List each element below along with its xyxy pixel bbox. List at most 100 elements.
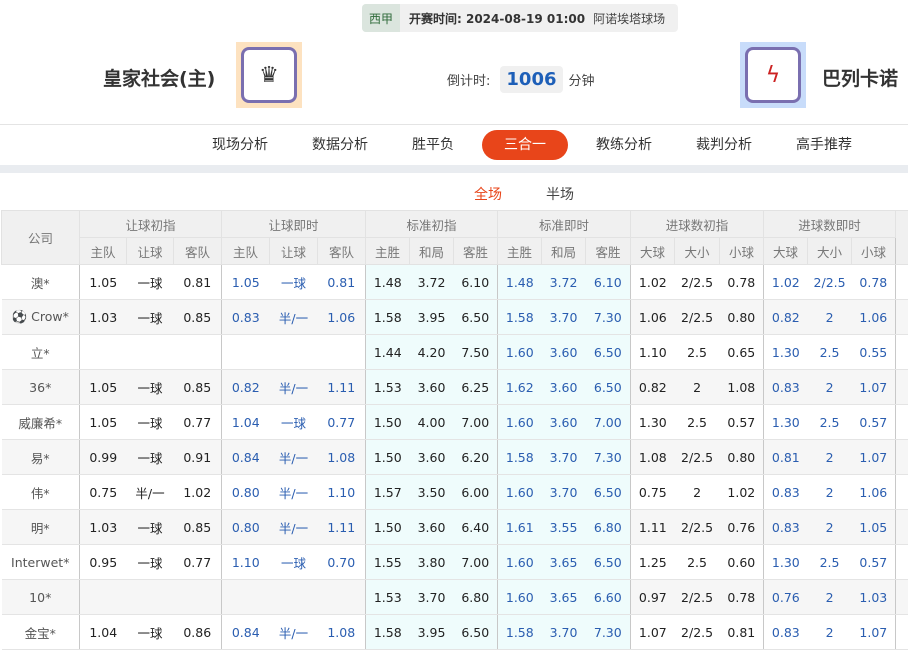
nav-tab-4[interactable]: 教练分析 [596, 137, 652, 153]
odds-cell: 6.50 [585, 334, 631, 370]
crown-crest-icon: ♛ [241, 47, 297, 103]
table-row: 伟* 0.75 半/一 1.02 0.80 半/一 1.10 1.57 3.50 6.00 1.60… [1, 474, 908, 510]
sub-header: 客队 [317, 237, 367, 265]
tab-half-time[interactable]: 半场 [546, 187, 574, 203]
odds-cell: 半/一 [269, 369, 318, 405]
odds-cell: 1.50 [365, 439, 410, 475]
odds-cell: 1.03 [851, 579, 896, 615]
home-team-name[interactable]: 皇家社会(主) [103, 68, 216, 90]
odds-cell: 1.53 [365, 579, 410, 615]
company-name[interactable]: 36* [1, 369, 80, 405]
odds-cell: 0.84 [221, 439, 270, 475]
odds-cell: 1.57 [365, 474, 410, 510]
odds-cell [79, 579, 127, 615]
odds-cell: 2.5 [807, 544, 852, 580]
odds-cell: 1.30 [763, 544, 808, 580]
odds-cell: 2/2.5 [674, 264, 720, 300]
odds-cell: 0.76 [719, 509, 764, 545]
nav-tab-1[interactable]: 数据分析 [312, 137, 368, 153]
company-name[interactable]: 伟* [1, 474, 80, 510]
sub-header: 客胜 [585, 237, 632, 265]
odds-cell: 一球 [126, 299, 174, 335]
odds-cell: 6.40 [453, 509, 498, 545]
odds-cell: 一球 [126, 264, 174, 300]
odds-cell: 0.75 [630, 474, 675, 510]
nav-tab-0[interactable]: 现场分析 [212, 137, 268, 153]
company-name[interactable]: 易* [1, 439, 80, 475]
odds-cell: 6.60 [585, 579, 631, 615]
sub-header: 让球 [126, 237, 174, 265]
nav-tab-5[interactable]: 裁判分析 [696, 137, 752, 153]
odds-cell: 2/2.5 [674, 299, 720, 335]
odds-cell: 3.70 [541, 299, 586, 335]
table-row: 澳* 1.05 一球 0.81 1.05 一球 0.81 1.48 3.72 6.10 1.48 3.… [1, 264, 908, 300]
odds-cell: 1.30 [630, 404, 675, 440]
odds-cell: 6.00 [453, 474, 498, 510]
odds-cell: 0.57 [851, 544, 896, 580]
odds-cell: 0.85 [173, 509, 222, 545]
odds-cell: 2 [807, 509, 852, 545]
odds-cell: 6.50 [585, 544, 631, 580]
table-row: 10* 1.53 3.70 6.80 1.60 3.65 6.60 0.97 2/2.5 0.78… [1, 579, 908, 615]
odds-cell: 1.58 [497, 299, 542, 335]
odds-cell: 1.60 [497, 474, 542, 510]
extra-cell [895, 509, 908, 545]
company-name[interactable]: 明* [1, 509, 80, 545]
odds-cell: 一球 [269, 544, 318, 580]
nav-tab-2[interactable]: 胜平负 [412, 137, 454, 153]
odds-cell: 3.70 [541, 614, 586, 650]
odds-cell: 4.00 [409, 404, 454, 440]
odds-cell: 2 [807, 614, 852, 650]
odds-cell: 2.5 [674, 404, 720, 440]
odds-cell: 0.81 [763, 439, 808, 475]
table-row: ⚽ Crow* 1.03 一球 0.85 0.83 半/一 1.06 1.58 3.95 6.50… [1, 299, 908, 335]
home-team-logo[interactable]: ♛ [236, 42, 302, 108]
company-name[interactable]: 威廉希* [1, 404, 80, 440]
odds-cell: 2 [807, 369, 852, 405]
odds-cell: 0.80 [719, 299, 764, 335]
group-header: 让球即时 [221, 210, 367, 238]
odds-cell: 0.76 [763, 579, 808, 615]
away-team-name[interactable]: 巴列卡诺 [822, 68, 899, 90]
odds-cell: 0.77 [317, 404, 366, 440]
odds-cell: 1.04 [79, 614, 127, 650]
company-name[interactable]: 澳* [1, 264, 80, 300]
odds-cell: 0.86 [173, 614, 222, 650]
odds-cell: 3.65 [541, 579, 586, 615]
table-row: 36* 1.05 一球 0.85 0.82 半/一 1.11 1.53 3.60 6.25 1.62… [1, 369, 908, 405]
company-name[interactable]: 立* [1, 334, 80, 370]
odds-cell: 1.06 [851, 299, 896, 335]
odds-cell: 3.60 [541, 369, 586, 405]
nav-tab-6[interactable]: 高手推荐 [796, 137, 852, 153]
odds-cell: 2.5 [807, 334, 852, 370]
odds-cell: 0.75 [79, 474, 127, 510]
odds-cell: 0.77 [173, 404, 222, 440]
company-name[interactable]: Interwet* [1, 544, 80, 580]
odds-cell: 1.44 [365, 334, 410, 370]
odds-cell: 0.65 [719, 334, 764, 370]
company-name[interactable]: ⚽ Crow* [1, 299, 80, 335]
away-team-logo[interactable]: ϟ [740, 42, 806, 108]
odds-cell: 1.08 [317, 439, 366, 475]
league-badge[interactable]: 西甲 [362, 4, 400, 32]
odds-cell: 半/一 [269, 439, 318, 475]
company-name[interactable]: 金宝* [1, 614, 80, 650]
company-name[interactable]: 10* [1, 579, 80, 615]
extra-cell [895, 614, 908, 650]
extra-cell [895, 474, 908, 510]
odds-cell: 1.30 [763, 404, 808, 440]
odds-cell: 3.65 [541, 544, 586, 580]
table-row: 明* 1.03 一球 0.85 0.80 半/一 1.11 1.50 3.60 6.40 1.61 3… [1, 509, 908, 545]
sub-header: 主胜 [365, 237, 411, 265]
nav-tab-3[interactable]: 三合一 [482, 130, 568, 160]
odds-cell: 1.02 [719, 474, 764, 510]
table-row: 易* 0.99 一球 0.91 0.84 半/一 1.08 1.50 3.60 6.20 1.58 3… [1, 439, 908, 475]
odds-cell: 2 [807, 299, 852, 335]
odds-cell: 0.82 [630, 369, 675, 405]
odds-cell: 3.55 [541, 509, 586, 545]
countdown-value: 1006 [500, 66, 563, 93]
tab-full-time[interactable]: 全场 [466, 184, 510, 212]
odds-cell [269, 334, 318, 370]
odds-cell: 一球 [126, 509, 174, 545]
odds-cell: 1.06 [317, 299, 366, 335]
